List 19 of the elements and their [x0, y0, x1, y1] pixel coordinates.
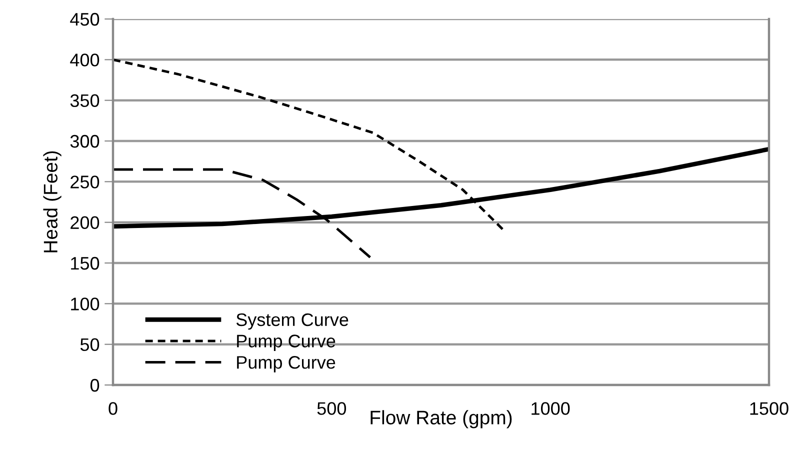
x-axis-title: Flow Rate (gpm): [370, 410, 512, 428]
y-tick-label: 150: [71, 256, 100, 270]
y-tick-label: 200: [70, 216, 100, 230]
y-tick-label: 400: [70, 54, 100, 66]
y-tick-label: 50: [80, 338, 100, 352]
y-tick-label: 300: [70, 134, 100, 148]
legend-label: System Curve: [236, 313, 348, 330]
x-tick-label: 0: [108, 402, 118, 415]
y-tick-label: 250: [70, 176, 100, 188]
y-axis-title: Head (Feet): [43, 151, 62, 252]
y-tick-label: 450: [70, 12, 100, 26]
x-tick-label: 1500: [750, 402, 788, 415]
legend-label: Pump Curve: [237, 356, 336, 372]
y-tick-label: 0: [90, 378, 100, 392]
y-tick-label: 100: [71, 298, 100, 310]
y-tick-label: 350: [70, 94, 100, 108]
legend-label: Pump Curve: [237, 334, 336, 352]
x-tick-label: 500: [317, 402, 346, 415]
x-tick-label: 1000: [532, 402, 570, 415]
